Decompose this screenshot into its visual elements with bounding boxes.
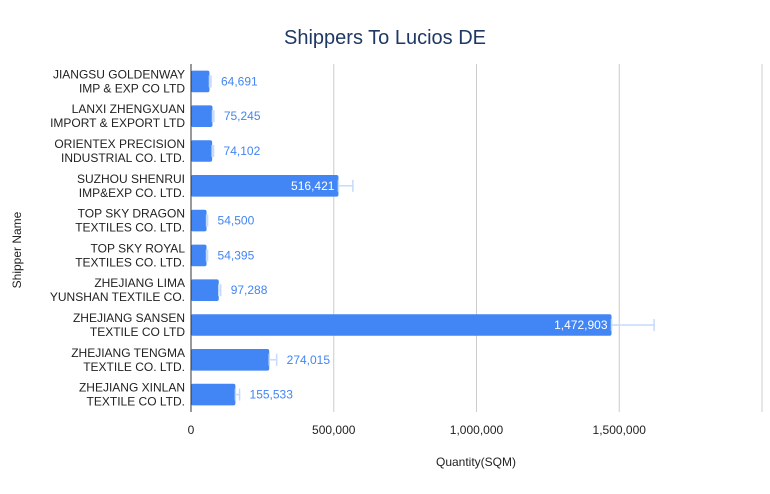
category-label: IMP&EXP CO. LTD. xyxy=(79,186,185,200)
data-label: 274,015 xyxy=(287,353,331,367)
x-axis-title: Quantity(SQM) xyxy=(436,455,516,469)
category-label: IMPORT & EXPORT LTD xyxy=(50,116,185,130)
category-label: TEXTILES CO. LTD. xyxy=(75,255,185,269)
x-tick-labels: 0 500,000 1,000,000 1,500,000 xyxy=(188,423,647,437)
data-label: 516,421 xyxy=(291,179,335,193)
category-label: TEXTILE CO LTD xyxy=(90,325,185,339)
bar xyxy=(191,140,213,162)
category-label: SUZHOU SHENRUI xyxy=(77,172,185,186)
data-label: 155,533 xyxy=(250,388,294,402)
category-label: ZHEJIANG LIMA xyxy=(94,276,185,290)
data-label: 54,395 xyxy=(218,248,255,262)
bar xyxy=(191,105,213,127)
data-label: 74,102 xyxy=(224,144,261,158)
category-label: LANXI ZHENGXUAN xyxy=(72,102,185,116)
x-tick-label: 0 xyxy=(188,423,195,437)
category-label: JIANGSU GOLDENWAY xyxy=(53,67,185,81)
category-label: ZHEJIANG SANSEN xyxy=(73,311,185,325)
data-labels: 64,691 75,245 74,102 516,421 54,500 54,395 97,… xyxy=(218,74,608,401)
category-label: TOP SKY DRAGON xyxy=(78,207,185,221)
category-label: ZHEJIANG TENGMA xyxy=(71,346,185,360)
chart-title: Shippers To Lucios DE xyxy=(284,27,486,49)
bar xyxy=(191,70,210,93)
x-tick-label: 1,000,000 xyxy=(450,423,504,437)
bar xyxy=(191,314,612,336)
data-label: 75,245 xyxy=(224,109,261,123)
bar xyxy=(191,279,219,301)
data-label: 54,500 xyxy=(218,214,255,228)
data-label: 1,472,903 xyxy=(554,318,608,332)
category-label: ZHEJIANG XINLAN xyxy=(79,381,185,395)
x-tick-label: 500,000 xyxy=(312,423,356,437)
category-label: TEXTILE CO LTD. xyxy=(87,395,185,409)
category-label: TEXTILES CO. LTD. xyxy=(75,221,185,235)
y-axis-title: Shipper Name xyxy=(10,211,24,288)
bar xyxy=(191,244,207,267)
x-tick-label: 1,500,000 xyxy=(593,423,647,437)
category-label: ORIENTEX PRECISION xyxy=(54,137,185,151)
bars xyxy=(191,70,612,406)
category-label: IMP & EXP CO LTD xyxy=(79,81,185,95)
gridlines xyxy=(333,64,763,412)
bar xyxy=(191,383,236,406)
category-label: TEXTILE CO. LTD. xyxy=(83,360,185,374)
data-label: 97,288 xyxy=(231,283,268,297)
bar xyxy=(191,349,270,371)
category-label: INDUSTRIAL CO. LTD. xyxy=(61,151,185,165)
category-label: YUNSHAN TEXTILE CO. xyxy=(50,290,185,304)
bar xyxy=(191,209,207,232)
data-label: 64,691 xyxy=(221,74,258,88)
category-label: TOP SKY ROYAL xyxy=(91,241,186,255)
error-bars xyxy=(205,75,655,401)
bar xyxy=(191,175,339,197)
